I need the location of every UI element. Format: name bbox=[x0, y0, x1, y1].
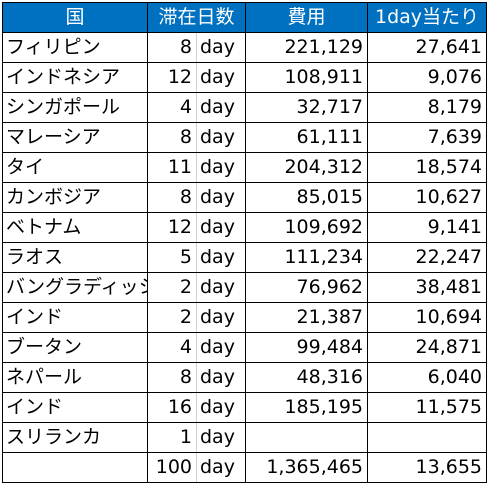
cost-cell[interactable]: 61,111 bbox=[245, 122, 369, 153]
cost-cell[interactable]: 204,312 bbox=[245, 152, 369, 183]
total-cost-cell[interactable]: 1,365,465 bbox=[245, 452, 369, 483]
per-day-cell[interactable]: 9,076 bbox=[367, 62, 488, 93]
unit-cell[interactable]: day bbox=[195, 302, 247, 333]
per-day-cell[interactable] bbox=[367, 422, 488, 453]
unit-cell[interactable]: day bbox=[195, 272, 247, 303]
unit-cell[interactable]: day bbox=[195, 122, 247, 153]
country-cell[interactable]: ベトナム bbox=[2, 212, 148, 243]
days-cell[interactable]: 4 bbox=[147, 92, 197, 123]
days-cell[interactable]: 16 bbox=[147, 392, 197, 423]
unit-cell[interactable]: day bbox=[195, 362, 247, 393]
table-row: マレーシア 8 day 61,111 7,639 bbox=[2, 122, 488, 153]
country-cell[interactable]: インド bbox=[2, 392, 148, 423]
unit-cell[interactable]: day bbox=[195, 62, 247, 93]
country-cell[interactable]: ネパール bbox=[2, 362, 148, 393]
header-country[interactable]: 国 bbox=[2, 2, 148, 33]
header-row: 国 滞在日数 費用 1day当たり bbox=[2, 2, 488, 33]
per-day-cell[interactable]: 7,639 bbox=[367, 122, 488, 153]
unit-cell[interactable]: day bbox=[195, 392, 247, 423]
cost-cell[interactable]: 111,234 bbox=[245, 242, 369, 273]
per-day-cell[interactable]: 22,247 bbox=[367, 242, 488, 273]
days-cell[interactable]: 12 bbox=[147, 62, 197, 93]
table-row: フィリピン 8 day 221,129 27,641 bbox=[2, 32, 488, 63]
days-cell[interactable]: 8 bbox=[147, 122, 197, 153]
table-row: インド 2 day 21,387 10,694 bbox=[2, 302, 488, 333]
total-country-cell[interactable] bbox=[2, 452, 148, 483]
total-unit-cell[interactable]: day bbox=[195, 452, 247, 483]
total-days-cell[interactable]: 100 bbox=[147, 452, 197, 483]
days-cell[interactable]: 12 bbox=[147, 212, 197, 243]
cost-cell[interactable]: 221,129 bbox=[245, 32, 369, 63]
days-cell[interactable]: 2 bbox=[147, 272, 197, 303]
header-cost[interactable]: 費用 bbox=[245, 2, 369, 33]
days-cell[interactable]: 4 bbox=[147, 332, 197, 363]
country-cell[interactable]: バングラディッシュ bbox=[2, 272, 148, 303]
cost-cell[interactable]: 48,316 bbox=[245, 362, 369, 393]
table-row: インドネシア 12 day 108,911 9,076 bbox=[2, 62, 488, 93]
spreadsheet-table: 国 滞在日数 費用 1day当たり フィリピン 8 day 221,129 27,641… bbox=[2, 2, 488, 483]
table-row: カンボジア 8 day 85,015 10,627 bbox=[2, 182, 488, 213]
country-cell[interactable]: スリランカ bbox=[2, 422, 148, 453]
per-day-cell[interactable]: 11,575 bbox=[367, 392, 488, 423]
cost-cell[interactable]: 99,484 bbox=[245, 332, 369, 363]
country-cell[interactable]: インドネシア bbox=[2, 62, 148, 93]
per-day-cell[interactable]: 24,871 bbox=[367, 332, 488, 363]
country-cell[interactable]: ブータン bbox=[2, 332, 148, 363]
total-row: 100 day 1,365,465 13,655 bbox=[2, 452, 488, 483]
table-body: フィリピン 8 day 221,129 27,641 インドネシア 12 day 108,911… bbox=[2, 32, 488, 453]
country-cell[interactable]: マレーシア bbox=[2, 122, 148, 153]
days-cell[interactable]: 11 bbox=[147, 152, 197, 183]
cost-cell[interactable]: 108,911 bbox=[245, 62, 369, 93]
per-day-cell[interactable]: 8,179 bbox=[367, 92, 488, 123]
per-day-cell[interactable]: 27,641 bbox=[367, 32, 488, 63]
table-row: シンガポール 4 day 32,717 8,179 bbox=[2, 92, 488, 123]
country-cell[interactable]: ラオス bbox=[2, 242, 148, 273]
cost-cell[interactable] bbox=[245, 422, 369, 453]
unit-cell[interactable]: day bbox=[195, 32, 247, 63]
per-day-cell[interactable]: 10,694 bbox=[367, 302, 488, 333]
cost-cell[interactable]: 85,015 bbox=[245, 182, 369, 213]
days-cell[interactable]: 8 bbox=[147, 362, 197, 393]
country-cell[interactable]: タイ bbox=[2, 152, 148, 183]
cost-cell[interactable]: 76,962 bbox=[245, 272, 369, 303]
unit-cell[interactable]: day bbox=[195, 422, 247, 453]
cost-cell[interactable]: 32,717 bbox=[245, 92, 369, 123]
unit-cell[interactable]: day bbox=[195, 182, 247, 213]
per-day-cell[interactable]: 10,627 bbox=[367, 182, 488, 213]
header-per-day[interactable]: 1day当たり bbox=[367, 2, 488, 33]
per-day-cell[interactable]: 6,040 bbox=[367, 362, 488, 393]
days-cell[interactable]: 1 bbox=[147, 422, 197, 453]
country-cell[interactable]: シンガポール bbox=[2, 92, 148, 123]
unit-cell[interactable]: day bbox=[195, 332, 247, 363]
table-row: インド 16 day 185,195 11,575 bbox=[2, 392, 488, 423]
table-row: ネパール 8 day 48,316 6,040 bbox=[2, 362, 488, 393]
days-cell[interactable]: 8 bbox=[147, 182, 197, 213]
per-day-cell[interactable]: 9,141 bbox=[367, 212, 488, 243]
cost-cell[interactable]: 21,387 bbox=[245, 302, 369, 333]
header-days[interactable]: 滞在日数 bbox=[146, 2, 247, 33]
cost-cell[interactable]: 109,692 bbox=[245, 212, 369, 243]
unit-cell[interactable]: day bbox=[195, 212, 247, 243]
unit-cell[interactable]: day bbox=[195, 92, 247, 123]
per-day-cell[interactable]: 38,481 bbox=[367, 272, 488, 303]
cost-cell[interactable]: 185,195 bbox=[245, 392, 369, 423]
days-cell[interactable]: 8 bbox=[147, 32, 197, 63]
table-row: ラオス 5 day 111,234 22,247 bbox=[2, 242, 488, 273]
unit-cell[interactable]: day bbox=[195, 152, 247, 183]
total-per-day-cell[interactable]: 13,655 bbox=[367, 452, 488, 483]
country-cell[interactable]: カンボジア bbox=[2, 182, 148, 213]
country-cell[interactable]: フィリピン bbox=[2, 32, 148, 63]
unit-cell[interactable]: day bbox=[195, 242, 247, 273]
table-row: ブータン 4 day 99,484 24,871 bbox=[2, 332, 488, 363]
per-day-cell[interactable]: 18,574 bbox=[367, 152, 488, 183]
table-row: タイ 11 day 204,312 18,574 bbox=[2, 152, 488, 183]
country-cell[interactable]: インド bbox=[2, 302, 148, 333]
table-row: スリランカ 1 day bbox=[2, 422, 488, 453]
table-row: ベトナム 12 day 109,692 9,141 bbox=[2, 212, 488, 243]
days-cell[interactable]: 2 bbox=[147, 302, 197, 333]
days-cell[interactable]: 5 bbox=[147, 242, 197, 273]
